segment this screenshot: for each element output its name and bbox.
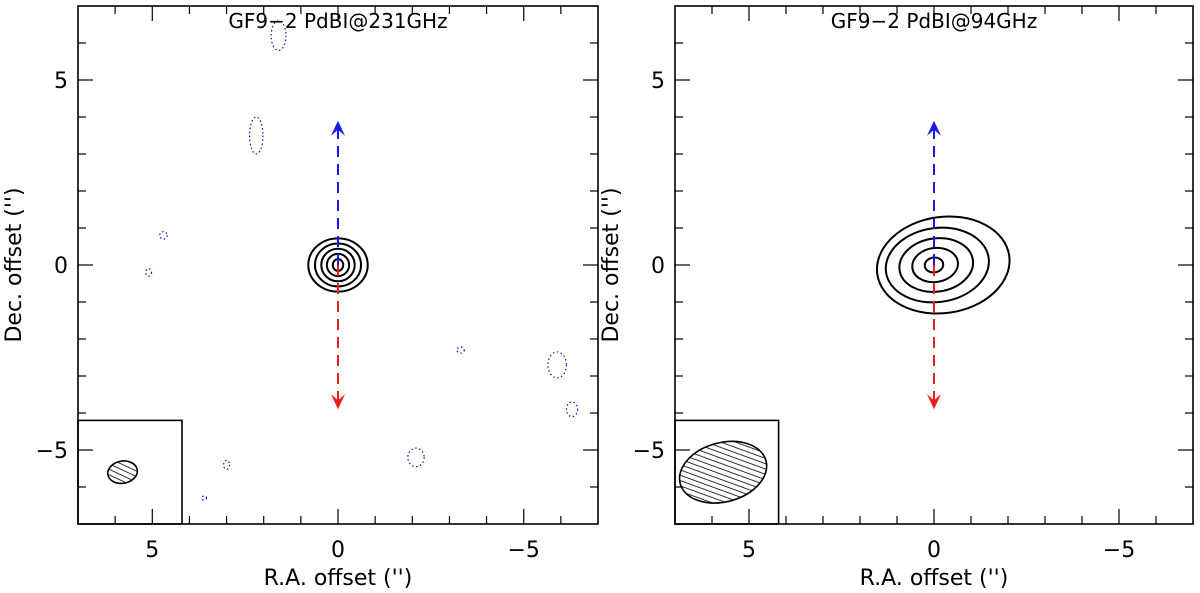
- y-tick-label: −5: [36, 439, 68, 464]
- y-tick-label: 0: [54, 254, 68, 279]
- negative-contour: [270, 20, 287, 51]
- panel-94ghz: 5 0 −5 5 0 −5 GF9−2 PdBI@94GHz R.A. offset ('')…: [599, 5, 1194, 591]
- blue-lobe-arrowhead: [331, 120, 345, 136]
- plot-area: [875, 120, 1011, 410]
- contour-level: [923, 256, 945, 274]
- y-tick-label: −5: [633, 439, 665, 464]
- red-lobe-arrowhead: [331, 394, 345, 410]
- contour-level: [898, 237, 975, 293]
- plot-area: [143, 20, 579, 516]
- contour-level: [325, 252, 351, 278]
- y-tick-label: 5: [651, 69, 665, 94]
- x-axis-label: R.A. offset (''): [860, 566, 1009, 591]
- negative-contour: [547, 351, 568, 379]
- x-tick-label: −5: [1103, 538, 1135, 563]
- x-tick-label: 5: [742, 538, 756, 563]
- y-axis-label: Dec. offset (''): [599, 187, 624, 342]
- chart-title: GF9−2 PdBI@231GHz: [228, 9, 447, 33]
- panel-231ghz: 5 0 −5 5 0 −5 GF9−2 PdBI@231GHz R.A. offset (''…: [2, 5, 599, 591]
- contour-level: [320, 247, 356, 283]
- y-tick-label: 5: [54, 69, 68, 94]
- x-tick-label: 0: [927, 538, 941, 563]
- y-tick-label: 0: [651, 254, 665, 279]
- x-axis-label: R.A. offset (''): [264, 566, 413, 591]
- x-tick-label: 0: [331, 538, 345, 563]
- beam-ellipse: [107, 460, 139, 485]
- red-lobe-arrowhead: [927, 394, 941, 410]
- negative-contour: [407, 447, 425, 468]
- negative-contour: [456, 346, 465, 354]
- blue-lobe-arrowhead: [927, 120, 941, 136]
- negative-contour: [201, 495, 208, 501]
- x-tick-label: 5: [145, 538, 159, 563]
- contour-level: [911, 246, 959, 284]
- negative-contour: [248, 116, 264, 155]
- contour-level: [875, 215, 1011, 315]
- chart-title: GF9−2 PdBI@94GHz: [831, 9, 1037, 33]
- beam-ellipse: [678, 440, 768, 504]
- negative-contour: [144, 268, 153, 277]
- x-tick-label: −5: [507, 538, 539, 563]
- y-axis-label: Dec. offset (''): [2, 187, 27, 342]
- negative-contour: [565, 401, 579, 418]
- contour-level: [884, 226, 990, 304]
- negative-contour: [222, 459, 231, 470]
- negative-contour: [159, 231, 168, 240]
